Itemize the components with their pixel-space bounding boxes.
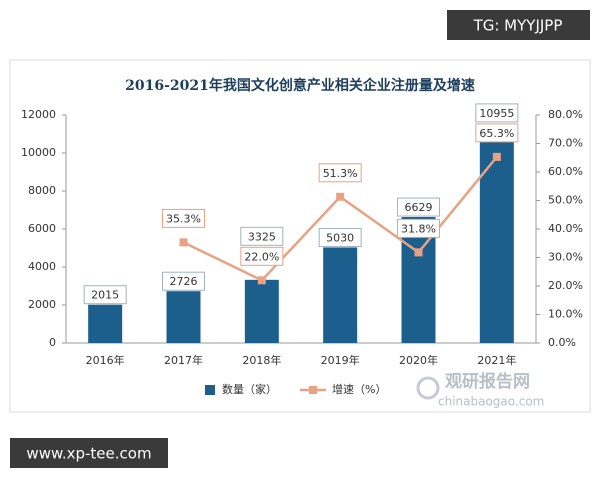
y2-tick-label: 60.0% [548,165,583,178]
y-tick-label: 6000 [28,222,56,235]
line-marker [414,248,423,257]
legend-label: 数量（家） [222,382,277,396]
line-marker [179,238,188,247]
y2-tick-label: 10.0% [548,308,583,321]
bar-value-label: 2726 [170,275,198,288]
y-tick-label: 0 [49,336,56,349]
line-value-label: 35.3% [166,212,201,225]
y-tick-label: 8000 [28,184,56,197]
x-tick-label: 2020年 [399,353,438,367]
logo: 观研报告网 [444,371,530,392]
watermark-box [447,10,590,40]
bar [244,279,279,343]
bar-value-label-box [318,227,362,247]
bar [88,304,123,343]
bar-value-label-box [240,226,284,246]
y2-tick-label: 50.0% [548,194,583,207]
bar-value-label: 2015 [91,289,119,302]
line-value-label: 65.3% [479,127,514,140]
legend-swatch [205,385,215,395]
bar [166,291,201,343]
y-tick-label: 10000 [21,146,56,159]
x-tick-label: 2017年 [164,353,203,367]
y-tick-label: 4000 [28,260,56,273]
line-value-label-box [162,208,205,228]
x-tick-label: 2019年 [321,353,360,367]
bar-value-label-box [397,197,440,217]
y-tick-label: 2000 [28,298,56,311]
line-value-label-box [397,218,440,238]
bar-value-label-box [162,271,205,291]
x-tick-label: 2018年 [242,353,281,367]
y2-tick-label: 0.0% [548,336,576,349]
watermark-box [10,438,168,468]
line-marker [336,192,345,201]
bar-value-label: 5030 [326,231,354,244]
bar-value-label: 10955 [479,107,514,120]
bar-value-label-box [83,285,127,305]
bar-value-label: 3325 [248,230,276,243]
bar-value-label: 6629 [405,201,433,214]
chart-title: 2016-2021年我国文化创意产业相关企业注册量及增速 [125,77,475,94]
watermark: TG: MYYJJPP [473,17,563,35]
line-marker [257,276,266,285]
legend-swatch [309,386,317,394]
y-tick-label: 12000 [21,108,56,121]
logo-url: chinabaogao.com [438,395,544,409]
logo-icon [416,376,440,400]
line-value-label: 31.8% [401,222,436,235]
y2-tick-label: 20.0% [548,279,583,292]
line-value-label-box [475,123,519,143]
x-tick-label: 2021年 [477,353,516,367]
y2-tick-label: 30.0% [548,251,583,264]
watermark: www.xp-tee.com [26,445,151,463]
x-tick-label: 2016年 [86,353,125,367]
y2-tick-label: 80.0% [548,108,583,121]
bar [323,247,358,343]
line-value-label-box [240,246,284,266]
y2-tick-label: 70.0% [548,137,583,150]
line-marker [492,152,501,161]
bar [479,134,514,343]
y2-tick-label: 40.0% [548,222,583,235]
line-value-label-box [318,163,362,183]
line-value-label: 22.0% [244,250,279,263]
legend-label: 增速（%） [332,382,386,396]
bar-value-label-box [475,103,519,123]
line-value-label: 51.3% [323,167,358,180]
